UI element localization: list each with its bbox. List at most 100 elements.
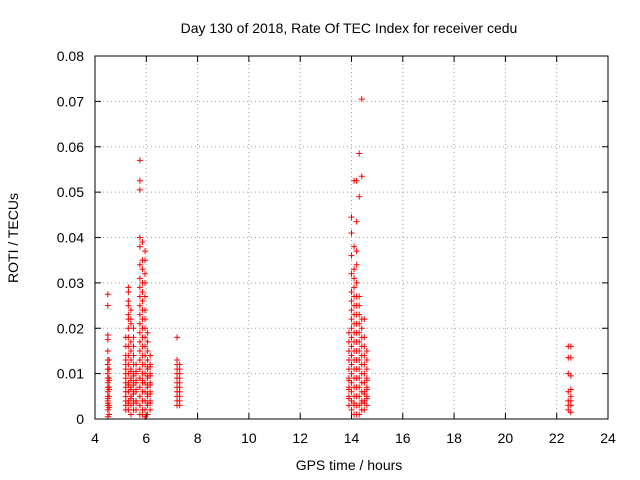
data-point <box>356 193 363 200</box>
data-point <box>142 257 149 264</box>
data-point <box>136 320 143 327</box>
data-point <box>348 406 355 413</box>
y-tick-label: 0.02 <box>57 320 84 336</box>
data-point <box>567 372 574 379</box>
y-tick-label: 0.01 <box>57 366 84 382</box>
data-point <box>348 288 355 295</box>
data-point <box>363 377 370 384</box>
data-point <box>106 357 113 364</box>
data-point <box>348 316 355 323</box>
data-point <box>363 366 370 373</box>
data-point <box>351 275 358 282</box>
data-point <box>361 406 368 413</box>
data-point <box>139 239 146 246</box>
data-point <box>144 411 151 418</box>
y-tick-label: 0.05 <box>57 184 84 200</box>
data-point <box>363 357 370 364</box>
chart-title: Day 130 of 2018, Rate Of TEC Index for r… <box>181 20 518 36</box>
data-point <box>142 248 149 255</box>
data-point <box>104 291 111 298</box>
data-point <box>136 293 143 300</box>
data-point <box>176 361 183 368</box>
y-tick-label: 0.03 <box>57 275 84 291</box>
x-tick-label: 6 <box>142 430 150 446</box>
x-tick-label: 8 <box>194 430 202 446</box>
data-point <box>351 284 358 291</box>
data-point <box>125 284 132 291</box>
data-point <box>353 248 360 255</box>
data-point <box>147 352 154 359</box>
data-point <box>351 266 358 273</box>
data-point <box>358 325 365 332</box>
data-point <box>106 393 113 400</box>
data-point <box>345 347 352 354</box>
data-point <box>356 393 363 400</box>
data-point <box>130 343 137 350</box>
data-point <box>142 343 149 350</box>
data-point <box>348 361 355 368</box>
data-point <box>567 386 574 393</box>
data-point <box>136 347 143 354</box>
data-point <box>136 384 143 391</box>
data-point <box>125 298 132 305</box>
data-point <box>348 379 355 386</box>
data-point <box>136 157 143 164</box>
x-tick-label: 16 <box>395 430 411 446</box>
data-point <box>144 347 151 354</box>
data-point <box>345 366 352 373</box>
data-point <box>136 234 143 241</box>
data-point <box>348 343 355 350</box>
data-point <box>104 347 111 354</box>
data-point <box>125 325 132 332</box>
data-point <box>356 150 363 157</box>
data-point <box>127 357 134 364</box>
data-point <box>348 352 355 359</box>
data-point <box>348 334 355 341</box>
x-axis-label: GPS time / hours <box>296 457 403 473</box>
data-point <box>133 361 140 368</box>
y-tick-label: 0 <box>76 411 84 427</box>
data-point <box>363 386 370 393</box>
x-tick-label: 4 <box>91 430 99 446</box>
data-point <box>356 411 363 418</box>
data-point <box>361 352 368 359</box>
data-point <box>348 388 355 395</box>
data-point <box>125 334 132 341</box>
data-point <box>147 381 154 388</box>
data-point <box>356 320 363 327</box>
data-point <box>356 302 363 309</box>
data-point <box>142 293 149 300</box>
data-point <box>139 298 146 305</box>
data-point <box>348 370 355 377</box>
data-point <box>147 406 154 413</box>
data-point <box>142 316 149 323</box>
data-point <box>106 386 113 393</box>
data-point <box>356 366 363 373</box>
data-point <box>136 338 143 345</box>
data-point <box>567 343 574 350</box>
data-point <box>345 402 352 409</box>
data-point <box>356 384 363 391</box>
data-point <box>130 325 137 332</box>
x-tick-labels: 4 6 8 10 12 14 16 18 20 22 24 <box>91 430 616 446</box>
data-point <box>345 329 352 336</box>
data-point <box>147 400 154 407</box>
data-point <box>104 332 111 339</box>
data-point <box>144 357 151 364</box>
data-point <box>136 177 143 184</box>
data-point <box>361 334 368 341</box>
data-point <box>136 402 143 409</box>
y-tick-label: 0.06 <box>57 139 84 155</box>
data-point <box>125 343 132 350</box>
data-point <box>345 338 352 345</box>
y-tick-label: 0.08 <box>57 48 84 64</box>
data-point <box>142 279 149 286</box>
data-point <box>361 361 368 368</box>
data-point <box>353 177 360 184</box>
data-point <box>142 307 149 314</box>
data-point <box>353 279 360 286</box>
x-tick-label: 18 <box>446 430 462 446</box>
data-point <box>106 411 113 418</box>
data-point <box>104 302 111 309</box>
y-tick-label: 0.07 <box>57 93 84 109</box>
